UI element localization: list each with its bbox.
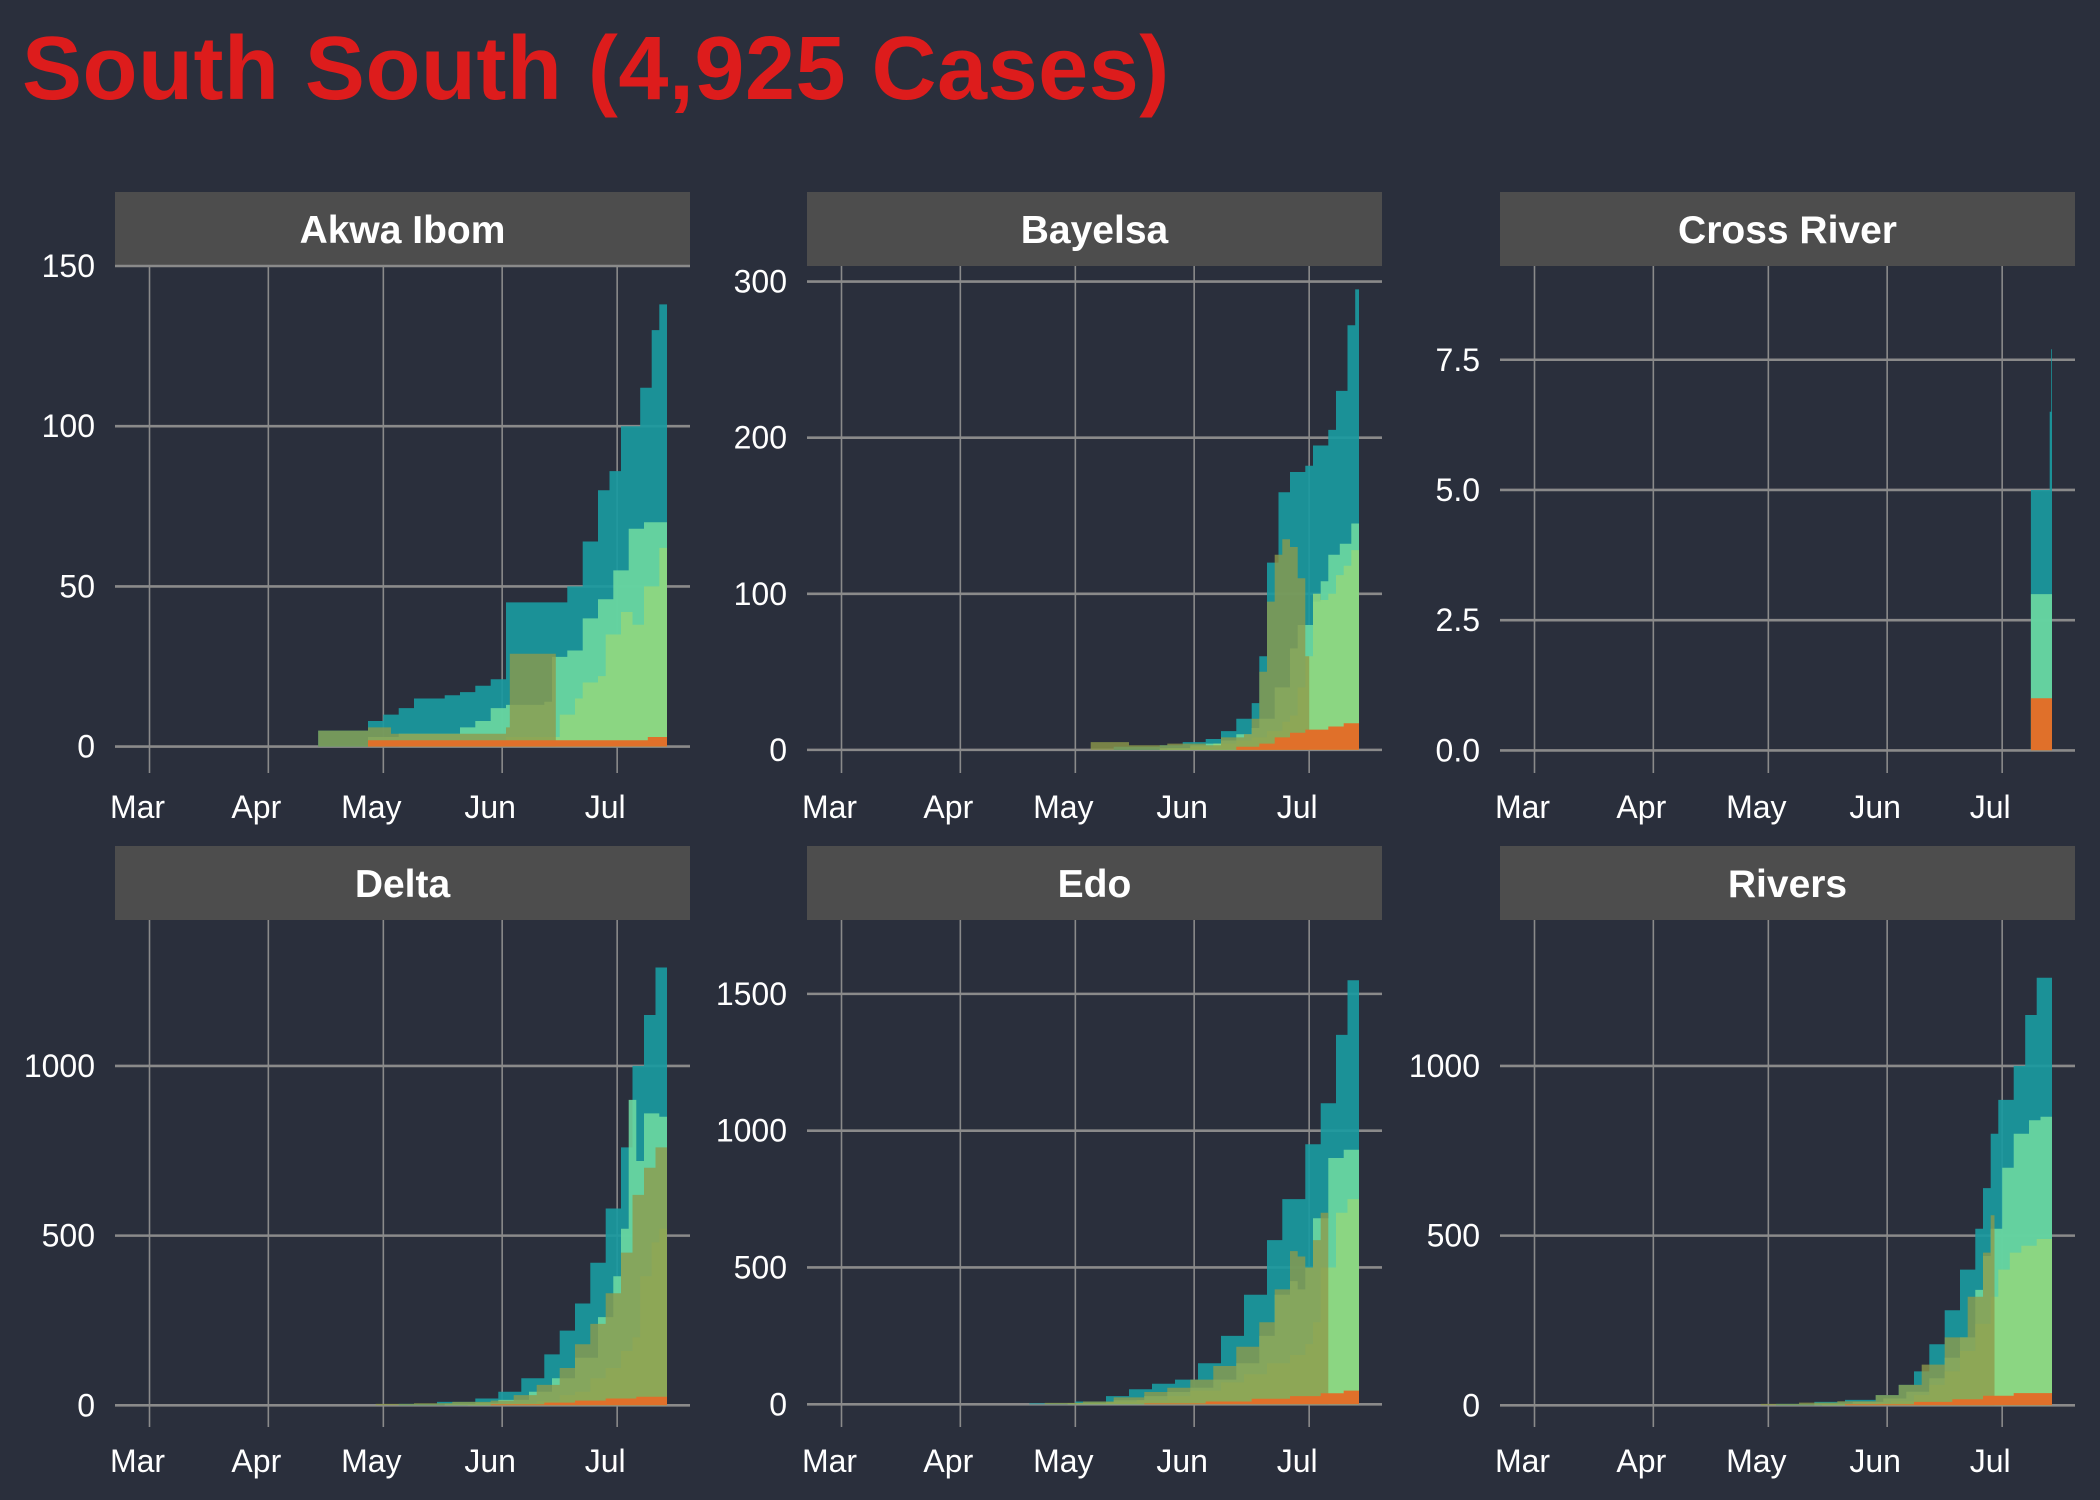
panel-cross-river: Cross River 0.0 2.5 5.0 7.5 Mar Apr May Jun Jul bbox=[1436, 192, 2075, 825]
panel-strip bbox=[807, 192, 1382, 266]
panel-strip bbox=[807, 846, 1382, 920]
panel-edo: Edo 0 500 1000 1500 Mar Apr May Jun Jul bbox=[716, 846, 1382, 1479]
x-tick-label: Jul bbox=[1277, 789, 1318, 825]
panel-strip bbox=[115, 192, 690, 266]
x-tick-label: Jun bbox=[1849, 1443, 1901, 1479]
x-tick-label: Jul bbox=[585, 789, 626, 825]
x-tick-label: Mar bbox=[1495, 789, 1550, 825]
x-tick-label: Apr bbox=[923, 1443, 973, 1479]
area-teal-akwa-ibom bbox=[314, 291, 667, 747]
panel-akwa-ibom: Akwa Ibom 0 50 100 150 Mar Apr May Jun Jul bbox=[42, 192, 690, 825]
x-tick-label: Mar bbox=[110, 789, 165, 825]
panel-title: Bayelsa bbox=[1021, 209, 1169, 252]
panel-rivers: Rivers 0 500 1000 Mar Apr May Jun Jul bbox=[1409, 846, 2075, 1479]
y-tick-label: 0 bbox=[769, 1386, 787, 1422]
x-tick-label: Jul bbox=[1970, 1443, 2011, 1479]
y-tick-label: 0 bbox=[1462, 1387, 1480, 1423]
area-orange-bayelsa bbox=[1159, 721, 1359, 750]
y-tick-label: 7.5 bbox=[1436, 342, 1480, 378]
y-tick-label: 300 bbox=[734, 264, 787, 300]
x-tick-label: Jun bbox=[464, 789, 516, 825]
y-tick-label: 1000 bbox=[1409, 1048, 1480, 1084]
panel-title: Delta bbox=[355, 863, 451, 906]
panel-title: Akwa Ibom bbox=[300, 209, 506, 252]
panel-bayelsa: Bayelsa 0 100 200 300 Mar Apr May Jun Jul bbox=[734, 192, 1382, 825]
panel-strip bbox=[1500, 846, 2075, 920]
area-olive-bayelsa bbox=[1083, 539, 1310, 750]
y-tick-label: 50 bbox=[59, 568, 95, 604]
y-tick-label: 1500 bbox=[716, 976, 787, 1012]
x-tick-label: Jun bbox=[1156, 789, 1208, 825]
x-tick-label: May bbox=[1726, 789, 1786, 825]
y-tick-label: 200 bbox=[734, 420, 787, 456]
panel-title: Cross River bbox=[1678, 209, 1897, 252]
x-tick-label: Jun bbox=[464, 1443, 516, 1479]
y-tick-label: 1000 bbox=[24, 1048, 95, 1084]
x-tick-label: Apr bbox=[231, 789, 281, 825]
y-tick-label: 0 bbox=[77, 729, 95, 765]
x-tick-label: May bbox=[341, 1443, 401, 1479]
y-tick-label: 500 bbox=[734, 1249, 787, 1285]
area-orange-delta bbox=[391, 1394, 667, 1406]
area-teal-edo bbox=[991, 933, 1359, 1405]
x-tick-label: Jul bbox=[585, 1443, 626, 1479]
y-tick-label: 500 bbox=[42, 1218, 95, 1254]
area-orange-akwa-ibom bbox=[360, 737, 667, 747]
y-tick-label: 150 bbox=[42, 248, 95, 284]
y-tick-label: 0 bbox=[769, 732, 787, 768]
x-tick-label: May bbox=[1726, 1443, 1786, 1479]
y-tick-label: 100 bbox=[734, 576, 787, 612]
x-tick-label: Mar bbox=[110, 1443, 165, 1479]
area-green-akwa-ibom bbox=[352, 535, 667, 747]
x-tick-label: Jul bbox=[1277, 1443, 1318, 1479]
x-tick-label: Jul bbox=[1970, 789, 2011, 825]
panel-delta: Delta 0 500 1000 Mar Apr May Jun Jul bbox=[24, 846, 690, 1479]
area-olive-rivers bbox=[1722, 1215, 1995, 1406]
panel-title: Edo bbox=[1058, 863, 1132, 906]
area-olive-akwa-ibom bbox=[314, 653, 556, 747]
y-tick-label: 100 bbox=[42, 408, 95, 444]
x-tick-label: Jun bbox=[1156, 1443, 1208, 1479]
y-tick-label: 0.0 bbox=[1436, 732, 1480, 768]
area-orange-rivers bbox=[1768, 1389, 2052, 1406]
x-tick-label: Jun bbox=[1849, 789, 1901, 825]
panel-strip bbox=[115, 846, 690, 920]
x-tick-label: Apr bbox=[1616, 1443, 1666, 1479]
x-tick-label: May bbox=[1033, 1443, 1093, 1479]
panel-strip bbox=[1500, 192, 2075, 266]
x-tick-label: Apr bbox=[1616, 789, 1666, 825]
area-teal-rivers bbox=[1737, 943, 2052, 1406]
area-olive-delta bbox=[352, 1147, 667, 1406]
x-tick-label: Apr bbox=[923, 789, 973, 825]
y-tick-label: 1000 bbox=[716, 1113, 787, 1149]
x-tick-label: Mar bbox=[802, 1443, 857, 1479]
y-tick-label: 5.0 bbox=[1436, 472, 1480, 508]
panel-title: Rivers bbox=[1728, 863, 1847, 906]
y-tick-label: 500 bbox=[1427, 1218, 1480, 1254]
area-orange-edo bbox=[1075, 1387, 1359, 1405]
area-orange-cross-river bbox=[2029, 698, 2052, 751]
area-olive-edo bbox=[1014, 1212, 1329, 1405]
x-tick-label: May bbox=[341, 789, 401, 825]
y-tick-label: 0 bbox=[77, 1387, 95, 1423]
page-title: South South (4,925 Cases) bbox=[22, 19, 1170, 119]
y-tick-label: 2.5 bbox=[1436, 602, 1480, 638]
x-tick-label: Mar bbox=[802, 789, 857, 825]
x-tick-label: Mar bbox=[1495, 1443, 1550, 1479]
x-tick-label: May bbox=[1033, 789, 1093, 825]
x-tick-label: Apr bbox=[231, 1443, 281, 1479]
